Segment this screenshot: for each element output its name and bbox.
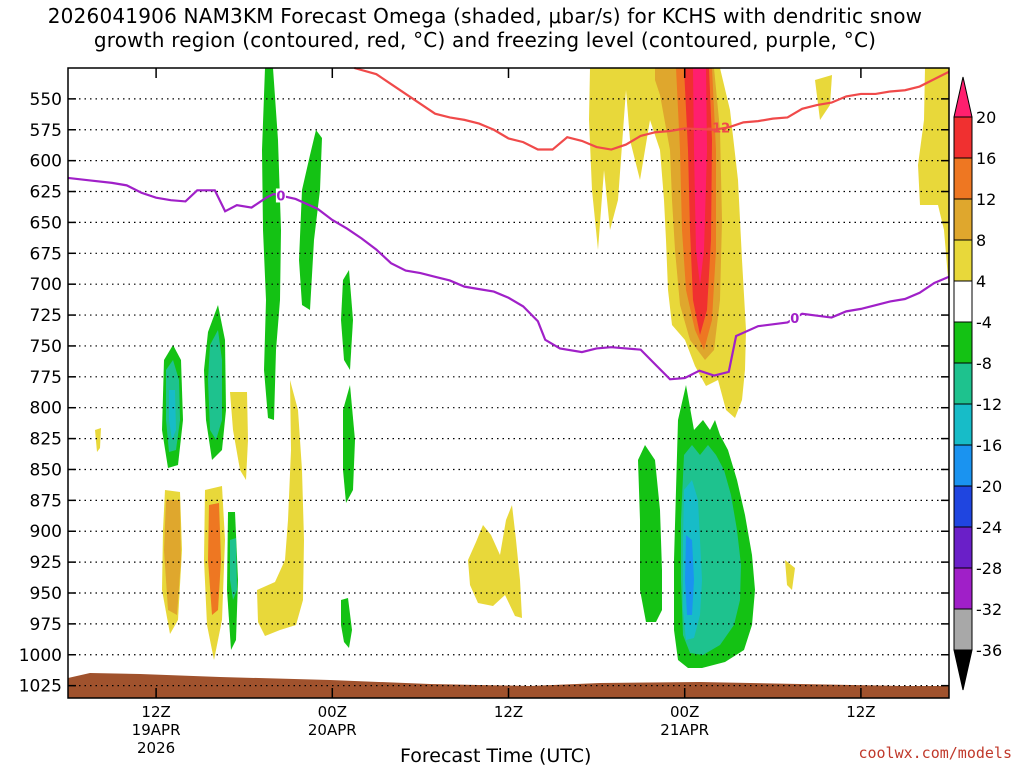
x-tick-label-4: 12Z xyxy=(846,703,875,721)
y-tick-label-900: 900 xyxy=(30,522,62,542)
omega-region-green-col-3 xyxy=(341,270,353,370)
omega-region-yellow-dot-1 xyxy=(95,428,101,452)
x-tick-date-3: 21APR xyxy=(660,721,709,739)
omega-region-yellow-top-right-small xyxy=(815,75,832,120)
y-tick-label-600: 600 xyxy=(30,152,62,172)
omega-region-cyan-left-1 xyxy=(169,390,176,440)
y-tick-label-725: 725 xyxy=(30,306,62,326)
omega-region-yellow-low-mid xyxy=(468,505,522,618)
chart-title-line1: 2026041906 NAM3KM Forecast Omega (shaded… xyxy=(47,4,923,28)
freezing-level-contour xyxy=(67,176,950,381)
dgz-contour xyxy=(354,66,950,151)
colorbar-label-1: 16 xyxy=(976,149,996,168)
y-tick-label-700: 700 xyxy=(30,275,62,295)
chart-title-line2: growth region (contoured, red, °C) and f… xyxy=(93,28,877,52)
colorbar-label-5: -4 xyxy=(976,313,992,332)
omega-region-yellow-low-left xyxy=(257,380,304,636)
omega-strong-negative xyxy=(166,330,741,655)
omega-region-teal-left-2 xyxy=(208,330,222,440)
y-tick-label-575: 575 xyxy=(30,121,62,141)
freezing-level-label-0: 0 xyxy=(276,189,285,204)
x-axis-title: Forecast Time (UTC) xyxy=(400,745,592,767)
colorbar-label-13: -36 xyxy=(976,641,1002,660)
omega-region-blue-main xyxy=(685,535,694,615)
x-tick-label-0: 12Z xyxy=(141,703,170,721)
y-tick-label-650: 650 xyxy=(30,213,62,233)
freezing-level-label-1: 0 xyxy=(790,312,799,327)
colorbar-box-4 xyxy=(953,280,973,323)
colorbar-box-1 xyxy=(953,157,973,200)
omega-region-green-col-5 xyxy=(341,598,352,648)
freezing-level-label-bg-1 xyxy=(789,310,800,325)
colorbar-label-2: 12 xyxy=(976,190,996,209)
y-tick-label-625: 625 xyxy=(30,183,62,203)
omega-region-teal-left-3 xyxy=(230,538,237,600)
colorbar-label-7: -12 xyxy=(976,395,1002,414)
omega-region-green-tall xyxy=(262,68,281,420)
colorbar-label-11: -28 xyxy=(976,559,1002,578)
omega-region-green-col-2 xyxy=(299,130,322,310)
colorbar-label-0: 20 xyxy=(976,108,996,127)
dgz-label: -12 xyxy=(707,122,731,137)
colorbar-box-6 xyxy=(953,362,973,405)
colorbar-box-12 xyxy=(953,608,973,651)
colorbar-box-7 xyxy=(953,403,973,446)
watermark: coolwx.com/models xyxy=(858,744,1012,762)
x-tick-year-0: 2026 xyxy=(137,739,175,757)
y-tick-label-975: 975 xyxy=(30,615,62,635)
omega-region-yellow-top-right xyxy=(918,68,949,290)
omega-core-pink xyxy=(693,68,707,285)
omega-region-green-col-4 xyxy=(343,385,355,503)
x-tick-label-1: 00Z xyxy=(318,703,347,721)
freezing-level-label-bg-0 xyxy=(275,188,286,203)
omega-region-yellow-dot-2 xyxy=(785,560,795,590)
x-tick-date-1: 20APR xyxy=(308,721,357,739)
y-tick-label-825: 825 xyxy=(30,430,62,450)
y-tick-label-550: 550 xyxy=(30,90,62,110)
y-tick-label-925: 925 xyxy=(30,553,62,573)
y-tick-label-750: 750 xyxy=(30,337,62,357)
y-tick-label-1000: 1000 xyxy=(19,646,62,666)
y-tick-label-800: 800 xyxy=(30,399,62,419)
colorbar-label-10: -24 xyxy=(976,518,1002,537)
y-tick-label-875: 875 xyxy=(30,491,62,511)
y-tick-label-775: 775 xyxy=(30,368,62,388)
colorbar-box-10 xyxy=(953,526,973,569)
colorbar-label-6: -8 xyxy=(976,354,992,373)
colorbar-bottom-tip xyxy=(953,649,973,691)
omega-region-yellow-low-left-2 xyxy=(230,392,248,480)
y-tick-label-850: 850 xyxy=(30,460,62,480)
colorbar-label-8: -16 xyxy=(976,436,1002,455)
omega-region-green-col-9 xyxy=(638,445,662,622)
omega-shading xyxy=(95,68,949,668)
colorbar-label-12: -32 xyxy=(976,600,1002,619)
colorbar-label-4: 4 xyxy=(976,272,986,291)
colorbar-label-3: 8 xyxy=(976,231,986,250)
omega-core-gold-low-1 xyxy=(164,500,181,615)
terrain-surface xyxy=(68,673,949,698)
colorbar-label-9: -20 xyxy=(976,477,1002,496)
colorbar-box-5 xyxy=(953,321,973,364)
y-tick-label-675: 675 xyxy=(30,244,62,264)
colorbar-box-9 xyxy=(953,485,973,528)
colorbar-box-3 xyxy=(953,239,973,282)
chart-overlay: 00-1255057560062565067570072575077580082… xyxy=(19,66,1002,757)
chart-title: 2026041906 NAM3KM Forecast Omega (shaded… xyxy=(0,4,970,52)
y-tick-label-950: 950 xyxy=(30,584,62,604)
colorbar-box-11 xyxy=(953,567,973,610)
x-tick-label-3: 00Z xyxy=(670,703,699,721)
plot-frame xyxy=(67,67,950,699)
x-tick-label-2: 12Z xyxy=(494,703,523,721)
colorbar-top-tip xyxy=(953,76,973,118)
omega-core xyxy=(164,68,722,615)
colorbar-box-8 xyxy=(953,444,973,487)
colorbar-box-0 xyxy=(953,116,973,159)
y-tick-label-1025: 1025 xyxy=(19,677,62,697)
colorbar-box-2 xyxy=(953,198,973,241)
x-tick-date-0: 19APR xyxy=(132,721,181,739)
